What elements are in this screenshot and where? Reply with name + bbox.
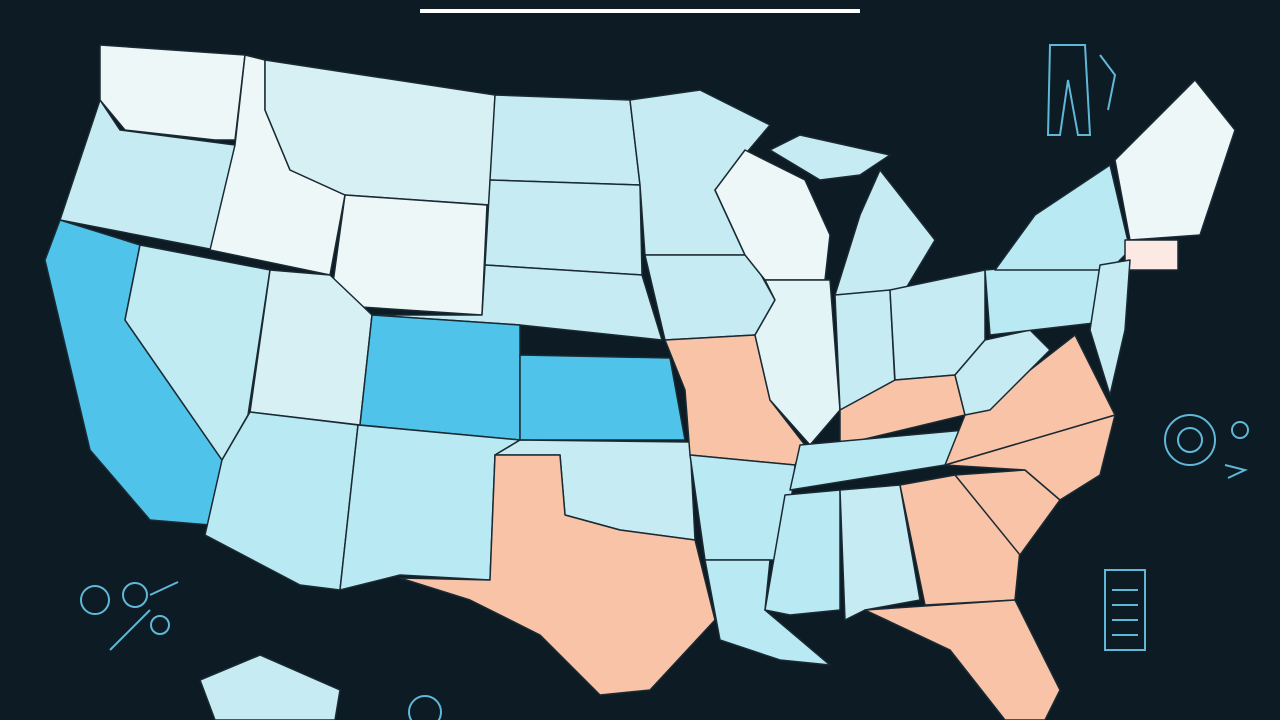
state: [994, 164, 1131, 271]
icon-gear-bottom: [408, 695, 442, 720]
state: [754, 279, 841, 446]
state: [704, 559, 831, 666]
state: [489, 94, 641, 186]
icon-gears: [1164, 414, 1249, 479]
state: [714, 149, 831, 281]
state: [1124, 239, 1179, 271]
state: [399, 454, 716, 696]
state: [954, 329, 1051, 416]
state: [519, 354, 686, 441]
state: [199, 654, 341, 720]
state: [839, 484, 921, 621]
state: [944, 334, 1116, 466]
icon-clipboard: [1104, 569, 1146, 651]
state: [864, 599, 1061, 720]
state: [1089, 259, 1131, 396]
state: [769, 134, 891, 181]
top-bar: [420, 9, 860, 13]
icon-tools: [1046, 44, 1117, 136]
state: [899, 474, 1021, 606]
icon-gears-left: [80, 581, 179, 651]
state: [764, 489, 841, 616]
state: [484, 179, 643, 276]
state: [99, 44, 246, 141]
state: [1114, 79, 1236, 241]
state: [359, 314, 521, 441]
